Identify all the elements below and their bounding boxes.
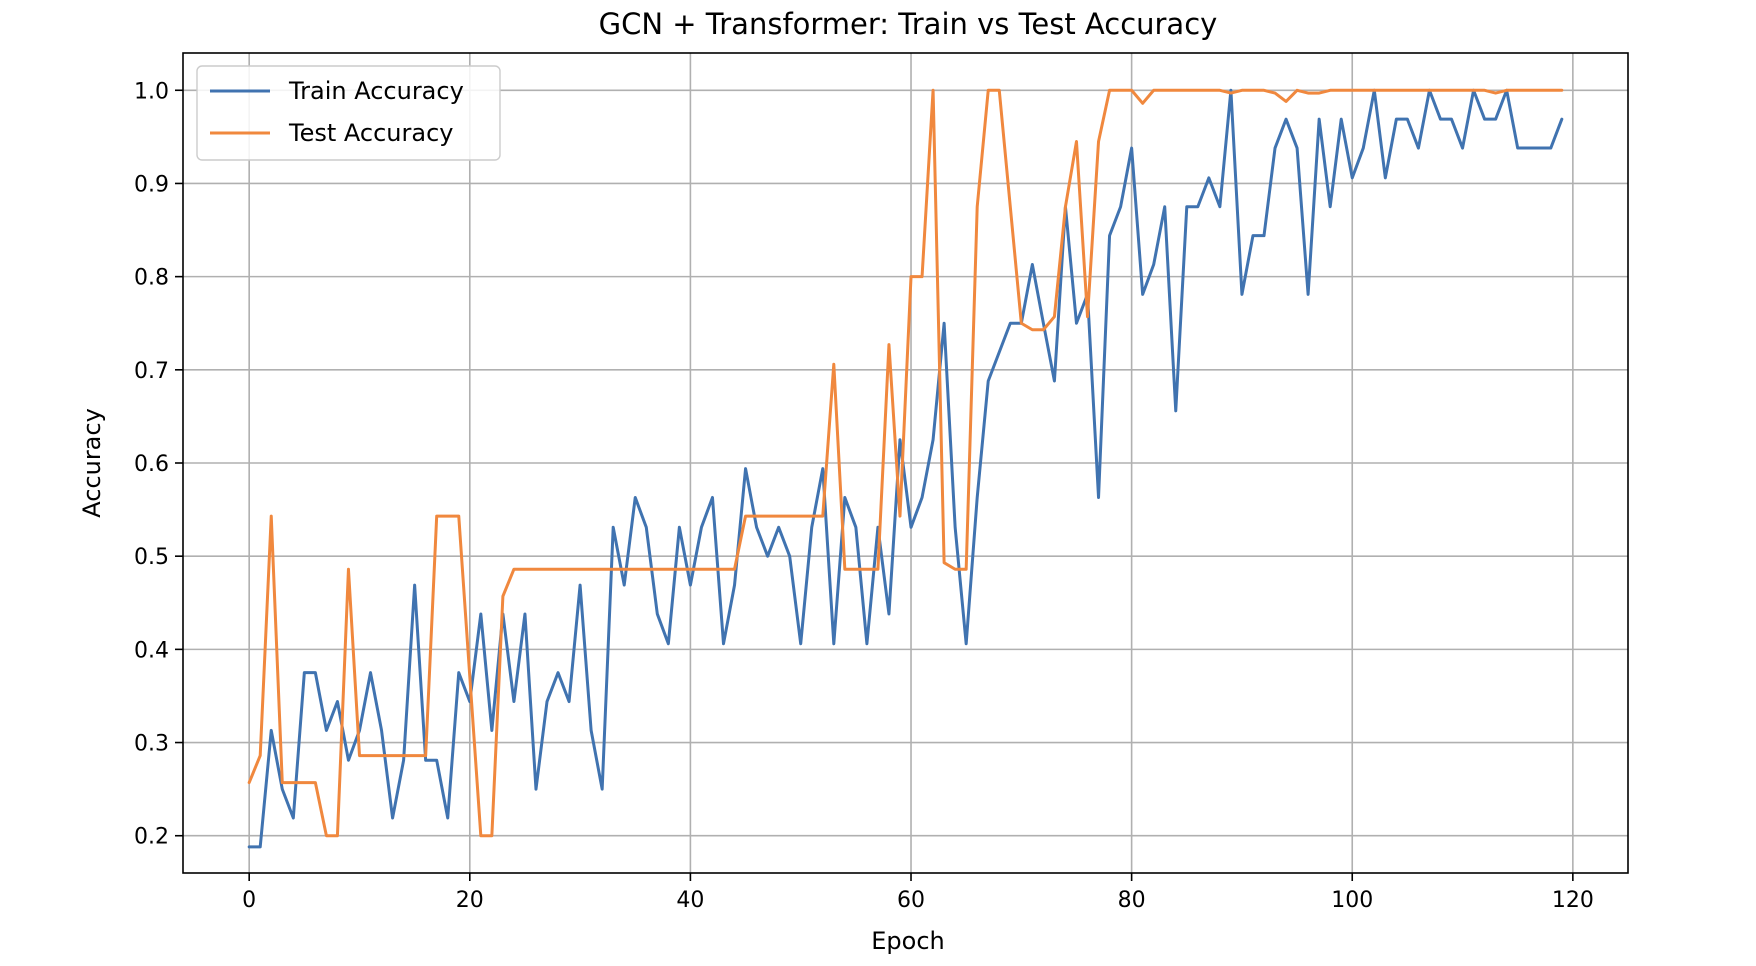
x-tick-label: 40 — [676, 888, 704, 913]
y-tick-label: 0.7 — [134, 359, 169, 384]
x-tick-label: 120 — [1552, 888, 1594, 913]
legend-label-test: Test Accuracy — [288, 119, 453, 147]
y-tick-label: 0.8 — [134, 266, 169, 291]
x-tick-label: 80 — [1118, 888, 1146, 913]
series-layer — [247, 88, 1564, 849]
x-tick-label: 20 — [456, 888, 484, 913]
x-tick-label: 0 — [242, 888, 256, 913]
x-tick-label: 100 — [1331, 888, 1373, 913]
legend: Train Accuracy Test Accuracy — [196, 65, 501, 161]
x-axis-label: Epoch — [871, 927, 945, 955]
y-tick-label: 0.6 — [134, 452, 169, 477]
y-axis-label: Accuracy — [78, 408, 106, 518]
x-axis-ticks: 0 20 40 60 80 100 120 — [242, 873, 1594, 913]
series-line-test — [247, 88, 1564, 838]
x-tick-label: 60 — [897, 888, 925, 913]
y-tick-label: 0.4 — [134, 638, 169, 663]
y-tick-label: 1.0 — [134, 79, 169, 104]
legend-label-train: Train Accuracy — [288, 77, 464, 105]
y-tick-label: 0.2 — [134, 825, 169, 850]
legend-box — [196, 65, 501, 161]
y-tick-label: 0.5 — [134, 545, 169, 570]
series-line-train — [247, 88, 1564, 849]
chart-title: GCN + Transformer: Train vs Test Accurac… — [599, 7, 1218, 41]
y-axis-ticks: 0.2 0.3 0.4 0.5 0.6 0.7 0.8 0.9 1.0 — [134, 79, 183, 850]
y-tick-label: 0.3 — [134, 732, 169, 757]
y-tick-label: 0.9 — [134, 172, 169, 197]
